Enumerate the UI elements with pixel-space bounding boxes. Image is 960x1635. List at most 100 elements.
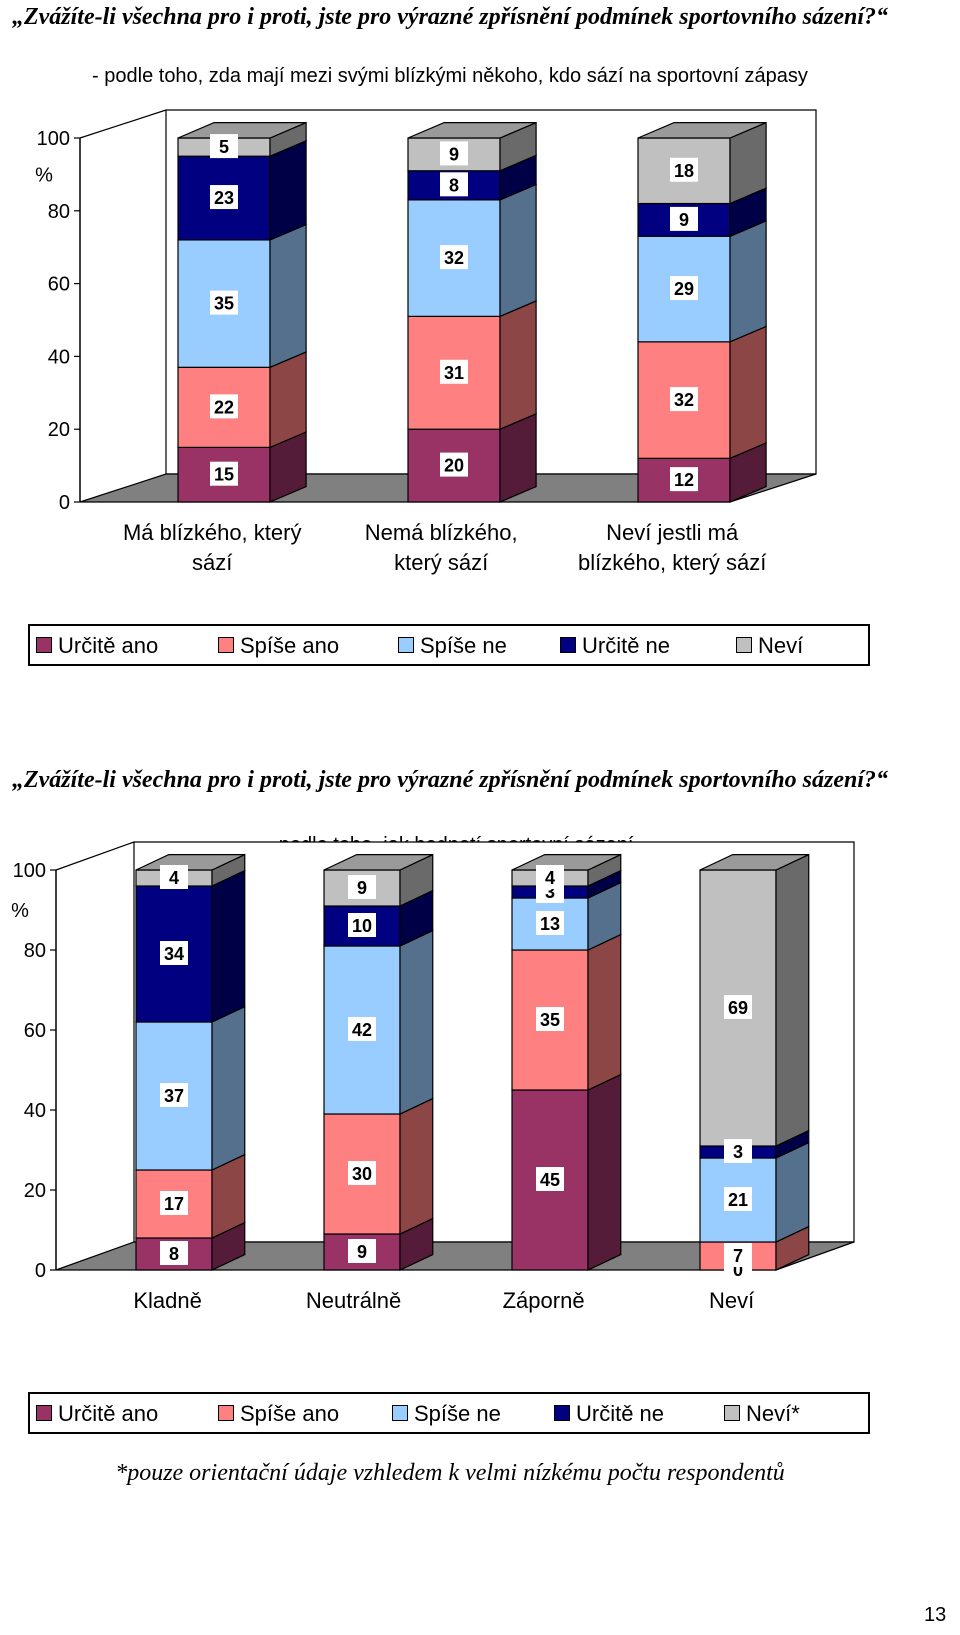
chart2-ytick-label: 100 (13, 860, 46, 882)
chart1-legend-item-spise-ano: Spíše ano (218, 635, 339, 657)
chart1-segment-side-spise-ano (269, 351, 307, 449)
chart2-y-unit-label: % (11, 900, 29, 922)
chart1-data-label: 18 (674, 161, 694, 181)
chart1-legend-label: Určitě ano (58, 633, 159, 658)
chart1-data-label: 20 (444, 456, 464, 476)
chart2-category-label: Neví (709, 1288, 754, 1313)
chart2-data-label: 8 (169, 1244, 179, 1264)
chart1-legend-item-urcite-ano: Určitě ano (36, 635, 158, 657)
chart2-data-label: 4 (169, 868, 179, 888)
chart2-legend-item-urcite-ne: Určitě ne (554, 1403, 664, 1425)
chart2-data-label: 30 (352, 1164, 372, 1184)
chart2-data-label: 4 (545, 868, 555, 888)
chart2-ytick-label: 20 (24, 1180, 46, 1202)
chart1-segment-side-spise-ano (499, 300, 537, 431)
chart1-category-label: Neví jestli má (606, 520, 739, 545)
chart2-ytick-label: 40 (24, 1100, 46, 1122)
chart2-legend-item-spise-ano: Spíše ano (218, 1403, 339, 1425)
chart1-data-label-bg (440, 245, 468, 270)
chart1-data-label: 35 (214, 294, 234, 314)
footnote: *pouze orientační údaje vzhledem k velmi… (115, 1460, 785, 1486)
chart2-data-label-bg (160, 1241, 188, 1265)
chart1-ytick-label: 40 (48, 346, 70, 368)
chart2-data-label: 34 (164, 944, 184, 964)
chart2-data-label-bg (348, 1239, 376, 1263)
chart2-segment-side-nevi (775, 853, 810, 1147)
chart2-data-label: 17 (164, 1194, 184, 1214)
chart1-data-label-bg (210, 134, 238, 159)
chart2-legend-swatch (724, 1405, 740, 1422)
chart1-legend: Určitě ano Spíše ano Spíše ne Určitě ne Neví (28, 624, 870, 666)
chart2-data-label: 13 (540, 914, 560, 934)
chart1-data-label-bg (440, 452, 468, 477)
chart2-data-label-bg (536, 1007, 564, 1031)
chart1-legend-item-spise-ne: Spíše ne (398, 635, 507, 657)
chart2-legend-item-nevi: Neví* (724, 1403, 800, 1425)
chart2-data-label-bg (724, 1243, 752, 1267)
chart2-data-label-bg (724, 1187, 752, 1211)
chart2-ytick-label: 60 (24, 1020, 46, 1042)
chart2-segment-top-nevi (699, 853, 810, 871)
chart1-category-label: Má blízkého, který (123, 520, 302, 545)
chart2-legend-label: Určitě ano (58, 1401, 159, 1426)
chart1-ytick-label: 20 (48, 419, 70, 441)
chart2-legend-swatch (36, 1405, 52, 1422)
chart1-ytick-label: 100 (37, 128, 70, 150)
chart1-category-label: blízkého, který sází (578, 550, 766, 575)
chart2-data-label: 35 (540, 1010, 560, 1030)
chart2-legend-swatch (218, 1405, 234, 1422)
chart2-data-label: 3 (733, 1142, 743, 1162)
chart2-data-label: 7 (733, 1246, 743, 1266)
chart2-legend-label: Spíše ano (240, 1401, 340, 1426)
chart2-data-label: 21 (728, 1190, 748, 1210)
chart1-bar-nema-blizkeho-ktery-sazi: 20 31 32 8 9 (407, 121, 537, 503)
page-number: 13 (924, 1604, 947, 1626)
chart2-data-label: 37 (164, 1086, 184, 1106)
chart1-legend-swatch (736, 637, 752, 654)
chart1-y-unit-label: % (35, 164, 53, 186)
chart2-data-label-bg (348, 1017, 376, 1041)
chart2-data-label-bg (160, 865, 188, 889)
chart1-data-label-bg (440, 172, 468, 197)
chart2-data-label-bg (536, 1167, 564, 1191)
chart2-legend-swatch (392, 1405, 408, 1422)
chart1-ytick-label: 80 (48, 201, 70, 223)
chart1-segment-side-spise-ne (269, 223, 307, 369)
chart2-legend: Určitě ano Spíše ano Spíše ne Určitě ne Neví… (28, 1392, 870, 1434)
chart1-plot: 0 20 40 60 80 100% 15 22 35 23 5 Má blízkého, který… (35, 109, 817, 575)
chart1-segment-side-urcite-ne (269, 139, 307, 241)
chart2-category-label: Neutrálně (306, 1288, 401, 1313)
chart2-category-label: Kladně (133, 1288, 202, 1313)
chart2-data-label: 0 (733, 1260, 743, 1280)
chart1-data-label: 22 (214, 397, 234, 417)
chart2-legend-item-urcite-ano: Určitě ano (36, 1403, 158, 1425)
chart1-legend-swatch (218, 637, 234, 654)
chart1-data-label-bg (210, 394, 238, 419)
chart1-title: „Zvážíte-li všechna pro i proti, jste pr… (11, 4, 889, 30)
chart1-legend-label: Neví (758, 633, 804, 658)
chart1-segment-side-spise-ano (729, 325, 767, 460)
chart2-data-label-bg (160, 1083, 188, 1107)
chart2-data-label-bg (348, 1161, 376, 1185)
chart1-legend-swatch (36, 637, 52, 654)
chart2-data-label: 3 (545, 882, 555, 902)
chart1-legend-label: Spíše ano (240, 633, 340, 658)
chart1-bar-nevi-jestli-ma-blizkeho-ktery-sazi: 12 32 29 9 18 (637, 121, 767, 503)
chart1-data-label-bg (210, 461, 238, 486)
chart1-subtitle: - podle toho, zda mají mezi svými blízký… (92, 65, 808, 87)
chart1-data-label-bg (210, 290, 238, 315)
chart2-data-label: 69 (728, 998, 748, 1018)
chart2-data-label-bg (348, 913, 376, 937)
chart2-legend-label: Spíše ne (414, 1401, 501, 1426)
chart2-category-label: Záporně (503, 1288, 585, 1313)
chart2-bar-nevi: 07 21 3 69 (699, 853, 810, 1281)
chart1-data-label: 15 (214, 465, 234, 485)
chart2-segment-side-spise-ne (211, 1005, 246, 1171)
chart2-data-label-bg (724, 1139, 752, 1163)
chart2-data-label: 10 (352, 916, 372, 936)
chart1-ytick-label: 0 (59, 492, 70, 514)
chart1-data-label-bg (670, 157, 698, 182)
chart1-legend-item-urcite-ne: Určitě ne (560, 635, 670, 657)
chart1-legend-item-nevi: Neví (736, 635, 803, 657)
chart2-plot: 020406080100%81737344Kladně93042109Neutr… (11, 841, 855, 1313)
